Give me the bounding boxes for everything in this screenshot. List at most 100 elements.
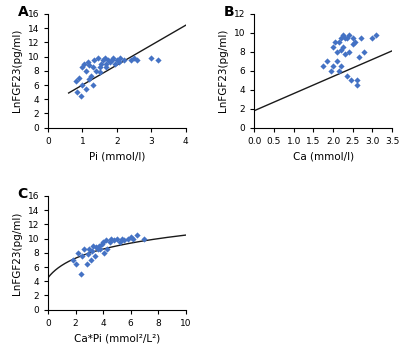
Point <box>131 55 137 61</box>
Point <box>96 64 103 70</box>
Point <box>98 242 105 247</box>
Point <box>93 68 99 73</box>
Point <box>90 64 96 70</box>
Point <box>103 64 110 70</box>
Point <box>78 93 84 98</box>
Point <box>96 243 102 248</box>
Point <box>348 78 354 83</box>
Point <box>354 78 360 83</box>
Point <box>334 49 340 55</box>
Point <box>342 51 348 56</box>
Point <box>76 75 82 81</box>
Point <box>83 68 89 73</box>
Point <box>320 63 326 69</box>
Point <box>114 57 120 63</box>
Point <box>96 70 103 75</box>
Point <box>336 68 342 73</box>
Point <box>86 246 92 252</box>
Point <box>330 44 336 50</box>
Point <box>100 239 106 245</box>
Point <box>369 35 376 40</box>
Point <box>352 40 358 45</box>
Text: A: A <box>18 5 28 19</box>
Point <box>120 237 127 243</box>
Point <box>346 49 352 55</box>
Text: B: B <box>224 5 235 19</box>
Point <box>338 35 344 40</box>
Point <box>108 236 114 242</box>
Point <box>148 55 154 61</box>
Point <box>108 57 115 63</box>
Point <box>350 35 356 40</box>
Point <box>112 61 118 66</box>
Point <box>127 57 134 63</box>
Point <box>141 236 148 242</box>
Point <box>74 89 80 95</box>
X-axis label: Pi (mmol/l): Pi (mmol/l) <box>89 151 145 161</box>
Point <box>115 60 122 65</box>
Point <box>344 35 350 40</box>
Point <box>72 79 79 84</box>
Point <box>100 57 106 63</box>
Point <box>334 58 340 64</box>
Y-axis label: LnFGF23(pg/ml): LnFGF23(pg/ml) <box>12 211 22 294</box>
Point <box>114 236 120 242</box>
Point <box>116 239 123 245</box>
Point <box>107 60 113 65</box>
Point <box>90 243 97 248</box>
Point <box>328 68 334 73</box>
Text: C: C <box>18 187 28 201</box>
Point <box>104 246 110 252</box>
Point <box>332 40 338 45</box>
Point <box>86 77 92 82</box>
Point <box>350 41 356 47</box>
Point <box>373 32 380 38</box>
Point <box>83 261 90 266</box>
Point <box>98 61 104 66</box>
Point <box>119 236 126 242</box>
Point <box>336 40 342 45</box>
Point <box>155 57 161 63</box>
Point <box>72 261 79 266</box>
Point <box>127 235 134 240</box>
X-axis label: Ca (mmol/l): Ca (mmol/l) <box>293 151 354 161</box>
Point <box>86 62 92 68</box>
Point <box>338 63 344 69</box>
Point <box>79 82 86 88</box>
Point <box>95 55 101 61</box>
Point <box>101 250 108 256</box>
Point <box>90 82 96 88</box>
Point <box>342 35 348 40</box>
Point <box>117 55 124 61</box>
Point <box>83 86 89 92</box>
Point <box>340 44 346 50</box>
Point <box>357 35 364 40</box>
Point <box>330 63 336 69</box>
Point <box>324 58 330 64</box>
Point <box>107 239 113 245</box>
Point <box>79 64 86 70</box>
Y-axis label: LnFGF23(pg/ml): LnFGF23(pg/ml) <box>12 29 22 112</box>
Point <box>111 237 117 243</box>
Point <box>102 237 109 243</box>
Point <box>78 271 84 277</box>
X-axis label: Ca*Pi (mmol²/L²): Ca*Pi (mmol²/L²) <box>74 333 160 343</box>
Point <box>102 55 108 61</box>
Point <box>97 246 104 252</box>
Point <box>88 74 94 79</box>
Point <box>110 55 116 61</box>
Point <box>91 57 98 63</box>
Point <box>120 57 127 63</box>
Point <box>355 54 362 60</box>
Point <box>354 82 360 88</box>
Point <box>361 49 368 55</box>
Point <box>79 254 86 259</box>
Point <box>93 244 99 250</box>
Point <box>84 60 91 65</box>
Point <box>88 257 94 263</box>
Point <box>344 73 350 78</box>
Point <box>134 57 141 63</box>
Point <box>338 47 344 53</box>
Point <box>340 32 346 38</box>
Point <box>94 246 101 252</box>
